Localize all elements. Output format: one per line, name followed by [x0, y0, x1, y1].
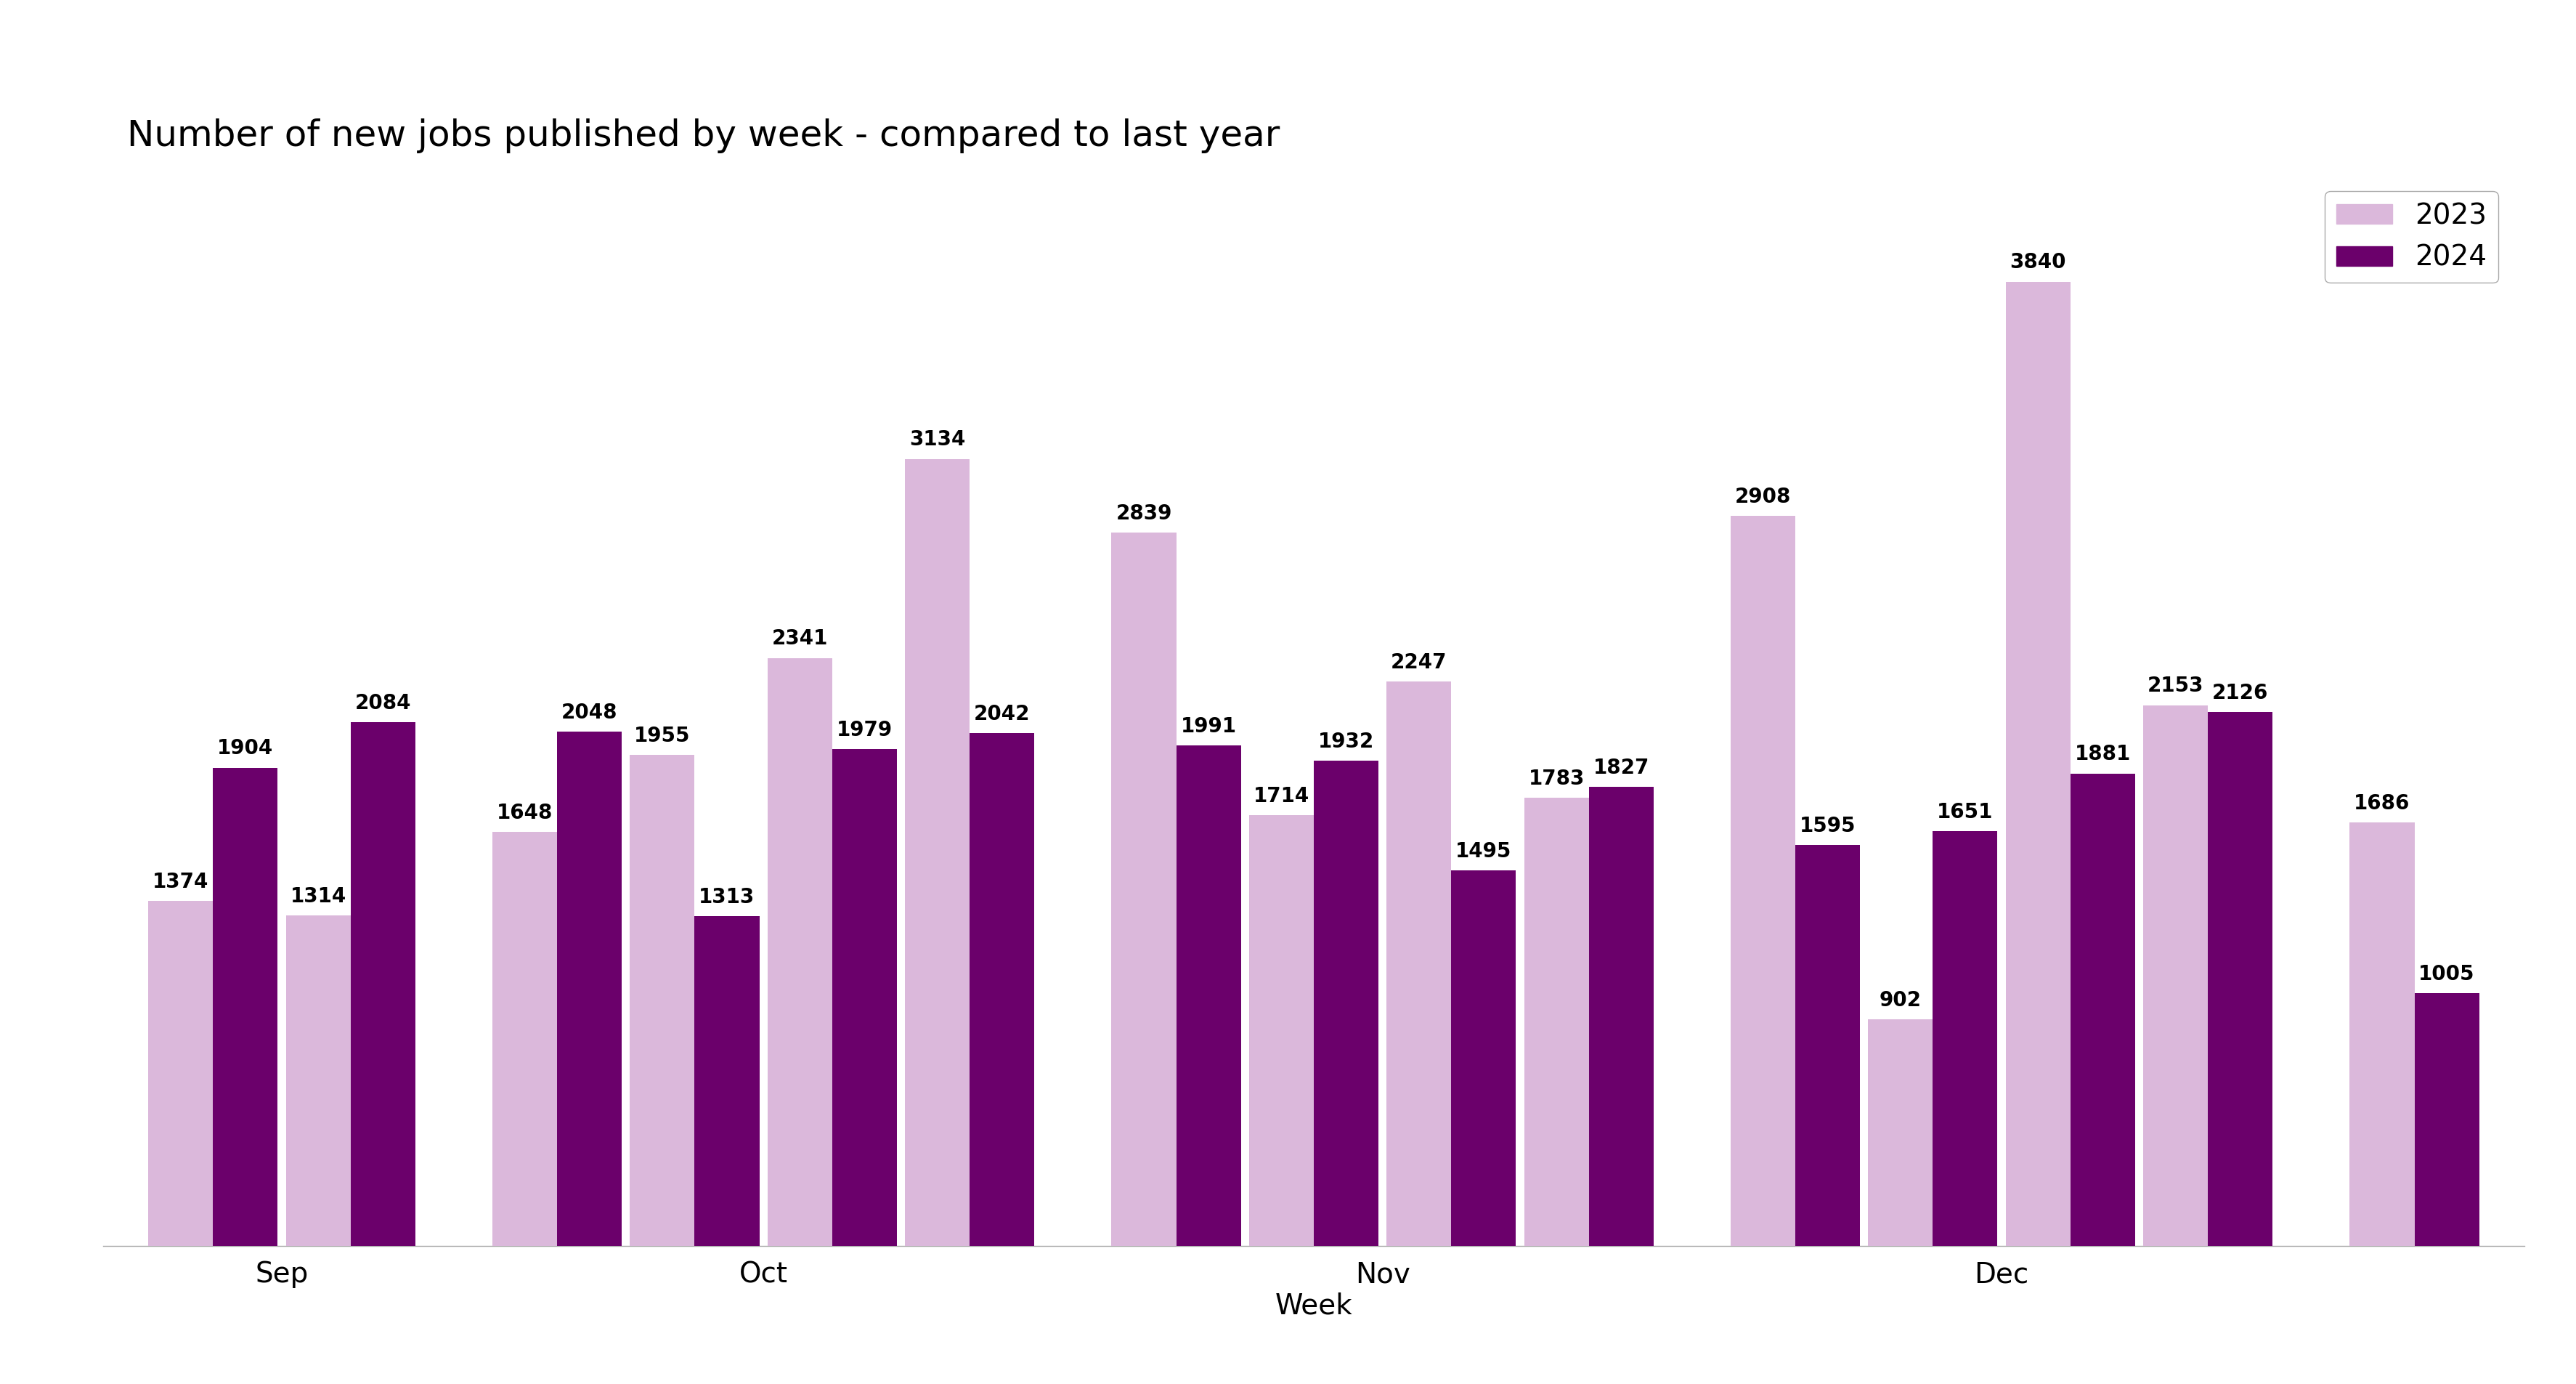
Bar [1177, 746, 1242, 1246]
Bar [350, 722, 415, 1246]
Bar [1450, 871, 1517, 1246]
Bar [2007, 281, 2071, 1246]
Text: 902: 902 [1880, 990, 1922, 1010]
Bar [1314, 761, 1378, 1246]
Bar [2071, 774, 2136, 1246]
Bar [768, 657, 832, 1246]
Bar [1386, 681, 1450, 1246]
Bar [1795, 846, 1860, 1246]
Text: 2908: 2908 [1734, 486, 1790, 507]
Bar [631, 754, 696, 1246]
Bar [969, 734, 1036, 1246]
Text: 1932: 1932 [1319, 731, 1373, 752]
Text: Number of new jobs published by week - compared to last year: Number of new jobs published by week - c… [126, 118, 1280, 154]
Text: 2042: 2042 [974, 704, 1030, 724]
Text: 1783: 1783 [1528, 770, 1584, 789]
Bar [832, 749, 896, 1246]
Bar [2414, 994, 2478, 1246]
Text: 1979: 1979 [837, 720, 891, 740]
Bar [1589, 787, 1654, 1246]
Bar [286, 916, 350, 1246]
X-axis label: Week: Week [1275, 1293, 1352, 1320]
Bar [1525, 799, 1589, 1246]
Text: 2153: 2153 [2148, 675, 2205, 696]
Text: 2048: 2048 [562, 702, 618, 722]
Bar [904, 459, 969, 1246]
Text: 1714: 1714 [1255, 786, 1309, 807]
Text: 1495: 1495 [1455, 841, 1512, 861]
Bar [2208, 711, 2272, 1246]
Text: 1314: 1314 [291, 887, 345, 907]
Text: 2084: 2084 [355, 693, 412, 714]
Text: 1005: 1005 [2419, 965, 2476, 984]
Text: 2341: 2341 [773, 628, 827, 649]
Text: 1595: 1595 [1801, 817, 1855, 836]
Text: 2839: 2839 [1115, 504, 1172, 525]
Text: 3134: 3134 [909, 429, 966, 450]
Text: 3840: 3840 [2009, 252, 2066, 273]
Bar [1731, 516, 1795, 1246]
Bar [214, 768, 278, 1246]
Text: 1648: 1648 [497, 803, 554, 823]
Bar [492, 832, 556, 1246]
Text: 1881: 1881 [2074, 745, 2130, 764]
Bar [1932, 832, 1996, 1246]
Bar [1868, 1019, 1932, 1246]
Text: 1904: 1904 [216, 739, 273, 758]
Text: 1827: 1827 [1592, 758, 1649, 778]
Bar [2349, 822, 2414, 1246]
Bar [149, 901, 214, 1246]
Legend: 2023, 2024: 2023, 2024 [2324, 191, 2499, 282]
Text: 1313: 1313 [698, 887, 755, 907]
Bar [1110, 533, 1177, 1246]
Text: 2126: 2126 [2213, 682, 2269, 703]
Text: 2247: 2247 [1391, 652, 1448, 673]
Text: 1955: 1955 [634, 725, 690, 746]
Text: 1686: 1686 [2354, 793, 2411, 814]
Bar [696, 916, 760, 1246]
Text: 1374: 1374 [152, 872, 209, 891]
Bar [556, 732, 621, 1246]
Bar [1249, 815, 1314, 1246]
Text: 1991: 1991 [1180, 717, 1236, 736]
Text: 1651: 1651 [1937, 801, 1994, 822]
Bar [2143, 704, 2208, 1246]
